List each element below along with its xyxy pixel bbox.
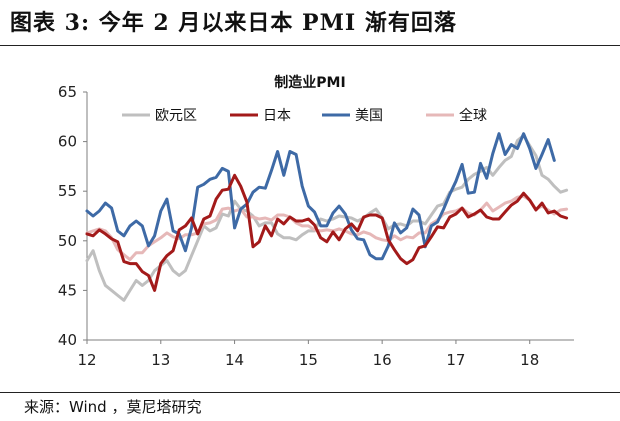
x-tick-label: 13 xyxy=(151,351,170,369)
chart-title: 制造业PMI xyxy=(274,74,345,91)
y-tick-label: 45 xyxy=(58,281,77,299)
legend-label: 日本 xyxy=(263,108,291,124)
x-tick-label: 17 xyxy=(446,351,465,369)
y-tick-label: 60 xyxy=(58,133,77,151)
legend-label: 美国 xyxy=(355,108,383,124)
axes: 40 45 50 55 60 65 12 13 14 15 16 17 18 xyxy=(58,83,574,369)
source-rule xyxy=(0,392,620,393)
figure-title: 图表 3: 今年 2 月以来日本 PMI 渐有回落 xyxy=(10,10,457,36)
title-rule xyxy=(0,45,620,46)
y-tick-label: 50 xyxy=(58,232,77,250)
legend: 欧元区 日本 美国 全球 xyxy=(122,107,487,124)
legend-label: 欧元区 xyxy=(155,108,197,124)
series-line-2 xyxy=(85,132,556,261)
y-tick-label: 40 xyxy=(58,331,77,349)
x-tick-label: 15 xyxy=(299,351,318,369)
y-tick-label: 55 xyxy=(58,182,77,200)
legend-label: 全球 xyxy=(459,107,487,124)
source-note: 来源：Wind ，莫尼塔研究 xyxy=(24,398,202,416)
series-line-3 xyxy=(85,194,569,262)
x-tick-label: 14 xyxy=(225,351,244,369)
x-tick-label: 18 xyxy=(520,351,539,369)
series-line-0 xyxy=(85,134,569,302)
pmi-line-chart: 制造业PMI 40 45 50 55 60 65 12 13 14 15 16 17 18 欧元区 日本 美… xyxy=(58,74,574,369)
series-line-1 xyxy=(85,173,569,292)
y-tick-label: 65 xyxy=(58,83,77,101)
x-tick-label: 12 xyxy=(77,351,96,369)
series-lines xyxy=(85,132,569,302)
x-tick-label: 16 xyxy=(373,351,392,369)
